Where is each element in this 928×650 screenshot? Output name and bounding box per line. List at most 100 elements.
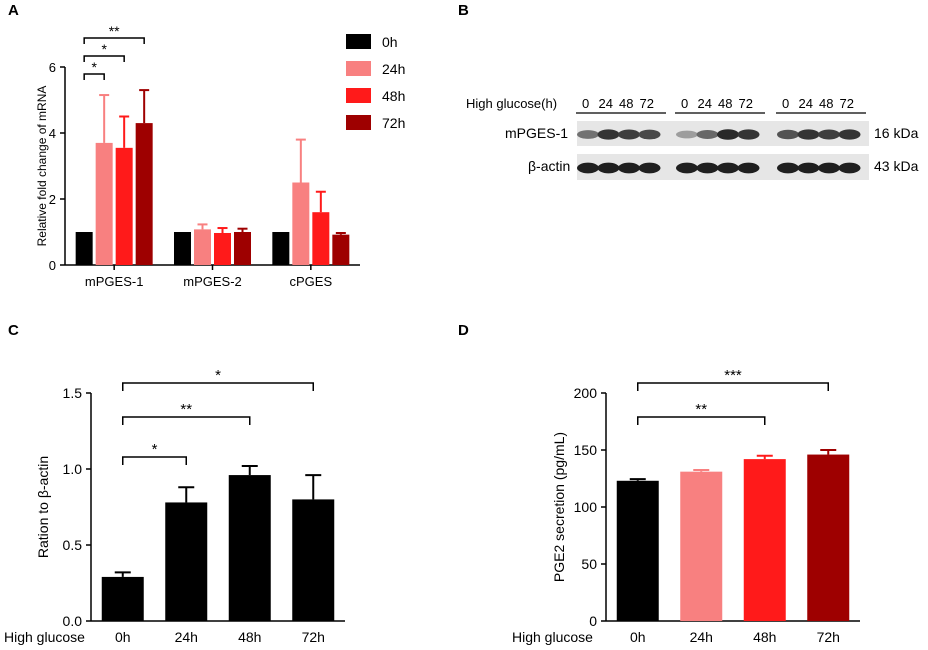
y-tick-label: 0.5 — [63, 537, 83, 553]
blot-lane-label-0-24: 24 — [598, 96, 613, 111]
y-tick-label: 2 — [49, 192, 56, 207]
bar-72h — [292, 499, 335, 621]
y-tick-label: 1.5 — [63, 385, 83, 401]
significance-label: * — [91, 59, 97, 75]
blot-band-actin-lane-0 — [577, 162, 599, 174]
legend-swatch-24h — [346, 61, 371, 76]
blot-band-mpges-1-lane-11 — [838, 129, 861, 140]
blot-band-actin-lane-7 — [737, 162, 760, 174]
blot-band-actin-lane-3 — [638, 162, 661, 174]
chart-c-ratio-to-actin: 0.0 0.5 1.0 1.5 Ration to β-actin 0h 24h 48h 72h… — [4, 367, 345, 645]
x-tick-label-72h: 72h — [302, 629, 325, 645]
significance-bracket — [122, 382, 314, 391]
blot-condition-label: High glucose(h) — [466, 96, 558, 111]
bar-0h — [101, 576, 144, 621]
blot-band-mpges-1-lane-4 — [676, 130, 698, 139]
y-tick-label: 200 — [574, 385, 598, 401]
x-tick-label-mpges-2: mPGES-2 — [183, 274, 242, 289]
blot-lane-label-0-0: 0 — [582, 96, 590, 111]
y-tick-label: 1.0 — [63, 461, 83, 477]
blot-band-mpges-1-lane-3 — [638, 129, 661, 140]
blot-lane-label-2-48: 48 — [819, 96, 834, 111]
bar-mpges-2-48h — [214, 232, 231, 265]
y-axis-title: PGE2 secretion (pg/mL) — [551, 432, 567, 582]
legend-swatch-48h — [346, 88, 371, 103]
y-tick-label: 6 — [49, 60, 56, 75]
blot-lane-label-2-0: 0 — [782, 96, 790, 111]
blot-band-mpges-1-lane-7 — [737, 129, 760, 140]
significance-label: *** — [724, 367, 742, 384]
blot-band-actin-lane-9 — [797, 162, 820, 174]
blot-band-label-mpges1: mPGES-1 — [505, 125, 569, 141]
x-tick-label-48h: 48h — [753, 629, 776, 645]
blot-lane-label-1-48: 48 — [718, 96, 733, 111]
blot-band-mpges-1-lane-5 — [696, 130, 719, 139]
significance-bracket — [637, 382, 829, 391]
legend-label-72h: 72h — [382, 115, 405, 131]
y-axis-title: Relative fold change of mRNA — [35, 86, 49, 247]
bar-mpges-1-48h — [115, 147, 133, 265]
bar-mpges-1-0h — [75, 232, 93, 265]
y-tick-label: 100 — [574, 499, 598, 515]
blot-band-mpges-1-lane-8 — [777, 129, 799, 140]
y-tick-label: 0.0 — [63, 613, 83, 629]
panel-letter-c: C — [8, 322, 19, 339]
blot-band-actin-lane-2 — [618, 162, 640, 174]
blot-lane-label-1-0: 0 — [681, 96, 689, 111]
bar-48h — [743, 459, 786, 621]
bar-cpges-24h — [292, 182, 310, 265]
blot-band-mpges-1-lane-2 — [618, 129, 640, 140]
significance-label: ** — [109, 23, 120, 39]
blot-band-actin-lane-4 — [676, 162, 698, 174]
significance-label: * — [101, 41, 107, 57]
x-tick-label-48h: 48h — [238, 629, 261, 645]
panel-letter-d: D — [458, 322, 469, 339]
bar-mpges-2-72h — [234, 232, 251, 265]
blot-band-actin-lane-11 — [838, 162, 861, 174]
blot-band-actin-lane-8 — [777, 162, 799, 174]
y-tick-label: 0 — [589, 613, 597, 629]
y-tick-label: 4 — [49, 126, 56, 141]
bar-cpges-0h — [272, 232, 290, 265]
blot-band-mpges-1-lane-1 — [597, 129, 620, 140]
blot-band-mpges-1-lane-6 — [717, 129, 739, 140]
panel-letter-a: A — [8, 2, 19, 19]
blot-band-mpges-1-lane-0 — [577, 130, 599, 139]
x-tick-label-24h: 24h — [175, 629, 198, 645]
legend-swatch-0h — [346, 34, 371, 49]
blot-band-actin-lane-6 — [717, 162, 739, 174]
legend-label-48h: 48h — [382, 88, 405, 104]
blot-lane-label-2-24: 24 — [798, 96, 813, 111]
western-blot-panel: High glucose(h) 0 24 48 72 0 24 48 72 0 24 48 72 mP… — [460, 80, 928, 190]
y-axis-title: Ration to β-actin — [35, 456, 51, 558]
blot-lane-label-0-72: 72 — [639, 96, 654, 111]
blot-band-label-bactin: β-actin — [528, 158, 571, 174]
bar-24h — [680, 471, 723, 621]
y-tick-label: 150 — [574, 442, 598, 458]
panel-letter-b: B — [458, 2, 469, 19]
bar-72h — [807, 454, 850, 621]
significance-label: ** — [180, 401, 192, 418]
blot-band-actin-lane-10 — [818, 162, 840, 174]
x-tick-label-72h: 72h — [817, 629, 840, 645]
bar-mpges-2-0h — [174, 232, 191, 265]
bar-mpges-1-24h — [95, 142, 113, 265]
bar-24h — [165, 502, 208, 621]
chart-d-pge2-secretion: 0 50 100 150 200 PGE2 secretion (pg/mL) 0h 24h 4… — [512, 367, 860, 645]
significance-bracket — [122, 456, 187, 465]
significance-bracket — [637, 416, 766, 425]
legend-swatch-72h — [346, 115, 371, 130]
x-tick-label-mpges-1: mPGES-1 — [85, 274, 144, 289]
significance-label: ** — [695, 401, 707, 418]
y-tick-label: 0 — [49, 258, 56, 273]
y-tick-label: 50 — [581, 556, 597, 572]
legend-label-24h: 24h — [382, 61, 405, 77]
bar-cpges-48h — [312, 212, 330, 265]
x-tick-label-0h: 0h — [115, 629, 131, 645]
blot-kda-bactin: 43 kDa — [874, 158, 919, 174]
blot-band-actin-lane-5 — [696, 162, 719, 174]
significance-bracket — [83, 55, 125, 62]
blot-band-mpges-1-lane-10 — [818, 129, 840, 140]
bar-cpges-72h — [332, 234, 350, 265]
